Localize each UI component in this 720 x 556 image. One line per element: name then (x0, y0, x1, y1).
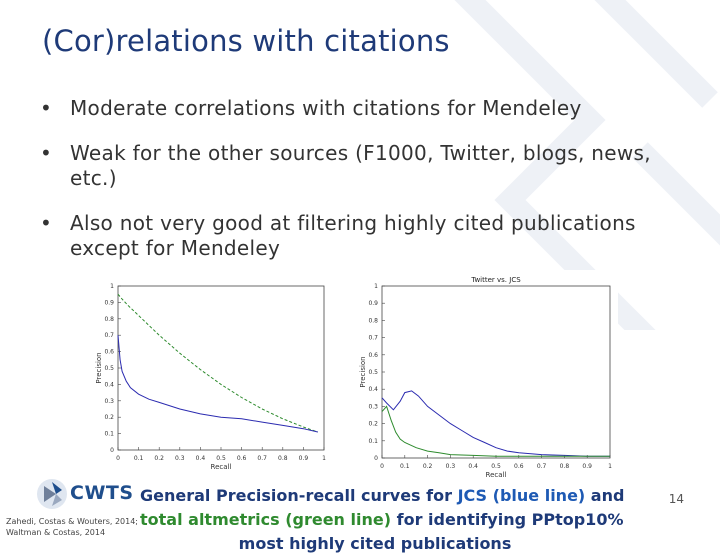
x-tick-label: 0.6 (514, 463, 524, 470)
x-axis-label: Recall (211, 463, 232, 471)
y-tick-label: 0.5 (104, 365, 114, 372)
y-tick-label: 0.5 (368, 369, 378, 376)
citation-line: Zahedi, Costas & Wouters, 2014; (6, 517, 139, 526)
chart-twitter-vs-jcs: 0 0.1 0.2 0.3 0.4 0.5 0.6 0.7 0.8 0.9 1 0 0.1 0.2 0.3 0… (352, 270, 618, 478)
x-tick-label: 0.9 (299, 455, 309, 462)
y-tick-label: 0.7 (104, 332, 114, 339)
y-tick-label: 0.8 (368, 317, 378, 324)
caption-text: and (585, 486, 625, 505)
x-tick-label: 0.1 (400, 463, 410, 470)
plot-area (381, 285, 611, 459)
y-tick-label: 0.8 (104, 316, 114, 323)
chart-title: Twitter vs. JCS (470, 276, 521, 284)
cwts-logo (37, 479, 67, 509)
y-tick-label: 0 (110, 447, 114, 454)
y-tick-label: 0.4 (104, 381, 114, 388)
chart-precision-recall-general: 0 0.1 0.2 0.3 0.4 0.5 0.6 0.7 0.8 0.9 1 0 0.1 0.2 0.3 0… (92, 276, 332, 472)
y-axis-label: Precision (359, 356, 367, 387)
x-tick-label: 0.4 (468, 463, 478, 470)
x-tick-label: 0.3 (175, 455, 185, 462)
y-tick-label: 0.1 (104, 431, 114, 438)
page-title: (Cor)relations with citations (42, 24, 450, 58)
x-tick-label: 0.2 (423, 463, 433, 470)
y-tick-label: 0.2 (104, 414, 114, 421)
y-tick-label: 0.7 (368, 335, 378, 342)
y-tick-label: 0 (374, 455, 378, 462)
x-tick-label: 1 (322, 455, 326, 462)
y-tick-label: 0.3 (368, 403, 378, 410)
plot-area (117, 285, 325, 451)
series-line-0 (117, 293, 318, 433)
y-tick-label: 1 (374, 283, 378, 290)
series-line-1 (381, 405, 610, 457)
y-tick-label: 0.4 (368, 386, 378, 393)
bullet-text: Moderate correlations with citations for… (70, 96, 582, 120)
x-tick-label: 0.1 (134, 455, 144, 462)
x-tick-label: 0.2 (154, 455, 164, 462)
x-tick-label: 1 (608, 463, 612, 470)
bullet-dot: • (40, 211, 53, 235)
series-line-0 (381, 390, 610, 457)
x-tick-label: 0.5 (491, 463, 501, 470)
bullet-item: • Also not very good at filtering highly … (40, 211, 680, 261)
y-tick-label: 0.9 (104, 299, 114, 306)
y-tick-label: 0.1 (368, 438, 378, 445)
caption-line-3: most highly cited publications (140, 532, 610, 556)
citation-line: Waltman & Costas, 2014 (6, 528, 106, 537)
x-tick-label: 0.8 (278, 455, 288, 462)
x-tick-label: 0.4 (196, 455, 206, 462)
x-tick-label: 0.6 (237, 455, 247, 462)
y-axis-label: Precision (95, 352, 103, 383)
y-tick-label: 0.2 (368, 421, 378, 428)
y-tick-label: 0.9 (368, 300, 378, 307)
x-tick-label: 0.8 (560, 463, 570, 470)
x-tick-label: 0.9 (582, 463, 592, 470)
bullet-item: • Moderate correlations with citations fo… (40, 96, 680, 121)
bullet-dot: • (40, 96, 53, 120)
citation: Zahedi, Costas & Wouters, 2014; Waltman … (6, 516, 138, 538)
x-tick-label: 0 (380, 463, 384, 470)
x-tick-label: 0.5 (216, 455, 226, 462)
x-tick-label: 0 (116, 455, 120, 462)
caption-text: General Precision-recall curves for (140, 486, 458, 505)
caption-line-1: General Precision-recall curves for JCS … (140, 484, 624, 508)
caption-line-2: total altmetrics (green line) for identi… (140, 508, 623, 532)
figure-caption: General Precision-recall curves for JCS … (140, 484, 624, 556)
y-tick-label: 0.6 (368, 352, 378, 359)
y-tick-label: 0.3 (104, 398, 114, 405)
x-axis-label: Recall (486, 471, 507, 478)
y-tick-label: 0.6 (104, 349, 114, 356)
caption-jcs-label: JCS (blue line) (457, 486, 586, 505)
bullet-dot: • (40, 141, 53, 165)
x-tick-label: 0.7 (537, 463, 547, 470)
caption-altmetrics-label: total altmetrics (green line) (140, 510, 392, 529)
caption-text: most highly cited publications (238, 534, 512, 553)
page-number: 14 (668, 492, 684, 506)
bullet-text: Also not very good at filtering highly c… (70, 211, 636, 260)
logo-text: CWTS (70, 482, 134, 504)
x-tick-label: 0.3 (446, 463, 456, 470)
bullet-list: • Moderate correlations with citations fo… (40, 96, 680, 281)
caption-text: for identifying PPtop10% (391, 510, 624, 529)
bullet-text: Weak for the other sources (F1000, Twitt… (70, 141, 651, 190)
series-line-1 (117, 335, 318, 433)
bullet-item: • Weak for the other sources (F1000, Twit… (40, 141, 680, 191)
y-tick-label: 1 (110, 283, 114, 290)
x-tick-label: 0.7 (257, 455, 267, 462)
